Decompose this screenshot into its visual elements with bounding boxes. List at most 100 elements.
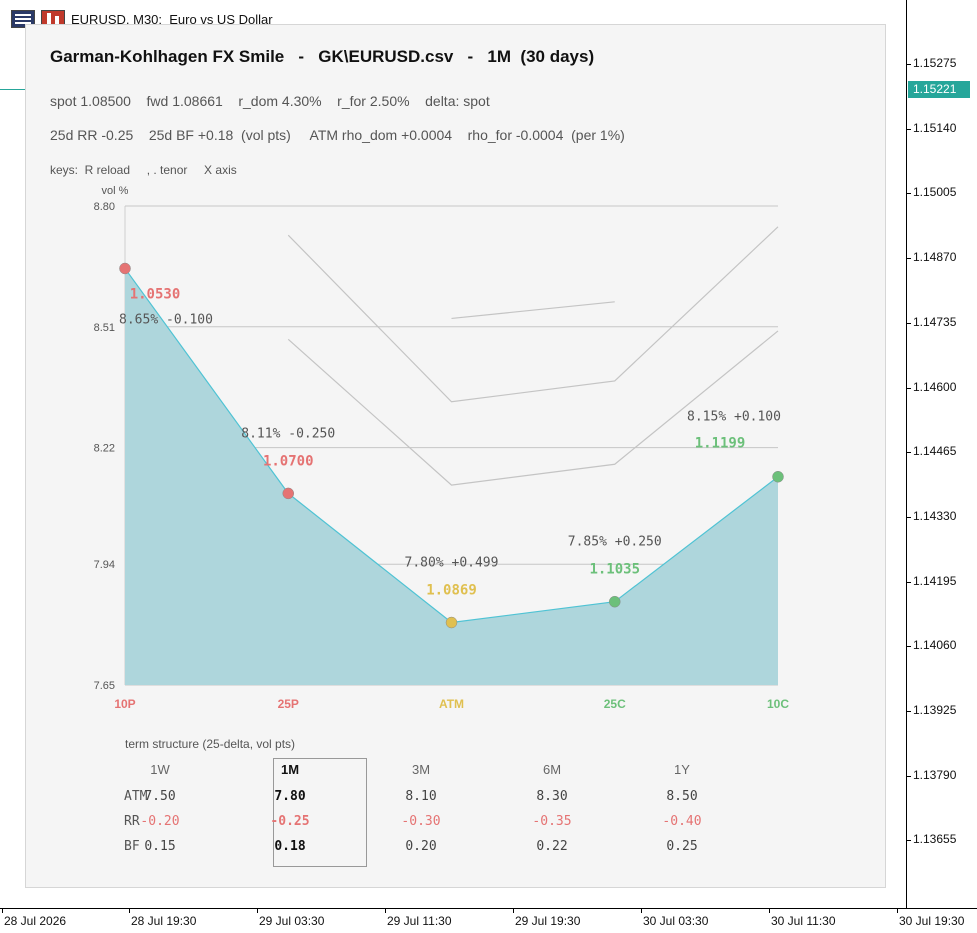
x-tick-label: 10C: [767, 697, 789, 711]
time-label: 29 Jul 03:30: [259, 914, 325, 928]
data-point: [609, 595, 621, 608]
time-tick: [897, 909, 898, 913]
price-tick: [907, 258, 911, 260]
point-label: 8.65% -0.100: [119, 312, 213, 327]
strike-label: 1.0869: [426, 583, 477, 599]
time-label: 29 Jul 19:30: [515, 914, 581, 928]
ts-cell: 8.30: [536, 789, 568, 804]
time-tick: [513, 909, 514, 913]
time-label: 30 Jul 03:30: [643, 914, 709, 928]
fx-smile-panel: Garman-Kohlhagen FX Smile - GK\EURUSD.cs…: [25, 24, 886, 888]
ts-row-label: RR: [124, 814, 140, 829]
time-label: 30 Jul 19:30: [899, 914, 965, 928]
x-tick-label: 10P: [114, 697, 135, 711]
price-label: 1.13655: [913, 832, 957, 847]
time-tick: [257, 909, 258, 913]
tab-tenor-1m[interactable]: 1M: [280, 762, 300, 777]
price-tick: [907, 387, 911, 389]
risk-params: 25d RR -0.25 25d BF +0.18 (vol pts) ATM …: [50, 127, 625, 143]
price-tick: [907, 452, 911, 454]
price-label: 1.13790: [913, 767, 957, 782]
y-tick-label: 8.51: [94, 322, 115, 334]
price-label: 1.14330: [913, 508, 957, 523]
ts-row-label: BF: [124, 839, 140, 854]
ts-cell: 0.20: [405, 839, 437, 854]
data-point: [119, 262, 131, 275]
term-structure-title: term structure (25-delta, vol pts): [125, 737, 296, 751]
time-tick: [385, 909, 386, 913]
strike-label: 1.1199: [695, 436, 746, 452]
tenor-curve: [451, 301, 615, 320]
price-tick: [907, 516, 911, 518]
y-tick-label: 7.94: [94, 559, 115, 571]
ts-cell: -0.40: [662, 814, 702, 829]
tenor-curve: [287, 226, 779, 403]
price-tick: [907, 322, 911, 324]
smile-chart: 8.80 8.51 8.22 7.94 7.65 vol % 1.0530 8.65% -0.…: [94, 185, 790, 711]
ts-cell: 0.22: [536, 839, 568, 854]
time-axis[interactable]: 28 Jul 2026 28 Jul 19:30 29 Jul 03:30 29 Ju…: [0, 908, 977, 933]
point-label: 8.15% +0.100: [687, 410, 781, 425]
data-point: [445, 616, 458, 629]
time-tick: [2, 909, 3, 913]
tab-tenor-6m[interactable]: 6M: [542, 762, 562, 777]
ts-cell: -0.35: [532, 814, 572, 829]
market-params: spot 1.08500 fwd 1.08661 r_dom 4.30% r_f…: [50, 93, 490, 109]
smile-area: [125, 268, 778, 685]
ts-cell: -0.20: [140, 814, 180, 829]
y-tick-label: 8.22: [94, 443, 115, 455]
price-axis[interactable]: 1.15275 1.15140 1.15005 1.14870 1.14735 1.146…: [906, 0, 977, 908]
price-tick: [907, 775, 911, 777]
tab-tenor-1y[interactable]: 1Y: [674, 762, 690, 777]
price-tick: [907, 711, 911, 712]
key-hints: keys: R reload , . tenor X axis: [50, 163, 237, 177]
strike-label: 1.1035: [589, 562, 640, 578]
symbol-title: EURUSD, M30: Euro vs US Dollar: [71, 12, 273, 27]
price-tick: [907, 840, 911, 842]
price-tick: [907, 128, 911, 130]
price-label: 1.15140: [913, 120, 957, 135]
time-label: 28 Jul 19:30: [131, 914, 197, 928]
tab-tenor-1w[interactable]: 1W: [150, 762, 170, 777]
price-label: 1.14060: [913, 638, 957, 653]
ts-cell: 7.50: [144, 789, 176, 804]
strike-label: 1.0700: [263, 453, 314, 469]
ts-cell: 8.50: [666, 789, 698, 804]
y-tick-label: 7.65: [94, 680, 115, 692]
price-label: 1.14195: [913, 573, 957, 588]
tab-tenor-3m[interactable]: 3M: [411, 762, 431, 777]
x-tick-label: 25P: [278, 697, 299, 711]
chart-header: EURUSD, M30: Euro vs US Dollar: [0, 0, 905, 28]
panel-title: Garman-Kohlhagen FX Smile - GK\EURUSD.cs…: [50, 47, 595, 66]
price-label: 1.14870: [913, 250, 957, 265]
ts-cell: 7.80: [274, 789, 306, 804]
point-label: 7.85% +0.250: [568, 535, 662, 550]
price-label: 1.15275: [913, 56, 957, 70]
y-axis-label: vol %: [102, 185, 129, 197]
ts-cell: 0.15: [144, 839, 176, 854]
data-point: [282, 487, 294, 500]
point-label: 7.80% +0.499: [405, 556, 499, 571]
price-tick: [907, 646, 911, 648]
time-tick: [129, 909, 130, 913]
x-tick-label: ATM: [439, 697, 464, 711]
price-line: [0, 89, 25, 90]
ts-cell: -0.25: [270, 814, 310, 829]
time-label: 29 Jul 11:30: [387, 914, 452, 928]
ts-cell: 8.10: [405, 789, 437, 804]
y-tick-label: 8.80: [94, 201, 115, 213]
chart-type-icon[interactable]: [41, 10, 65, 28]
price-label: 1.14735: [913, 314, 957, 329]
time-label: 30 Jul 11:30: [771, 914, 836, 928]
price-label: 1.14465: [913, 444, 957, 459]
ts-cell: 0.25: [666, 839, 698, 854]
current-price-badge: 1.15221: [908, 81, 970, 98]
time-tick: [641, 909, 642, 913]
point-label: 8.11% -0.250: [241, 426, 335, 441]
x-tick-label: 25C: [604, 697, 626, 711]
price-tick: [907, 193, 911, 195]
strike-label: 1.0530: [130, 286, 181, 302]
menu-icon[interactable]: [11, 10, 35, 28]
tenor-curve: [287, 330, 779, 486]
time-label: 28 Jul 2026: [4, 914, 67, 928]
